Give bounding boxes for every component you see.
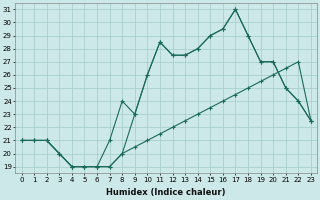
X-axis label: Humidex (Indice chaleur): Humidex (Indice chaleur) — [107, 188, 226, 197]
